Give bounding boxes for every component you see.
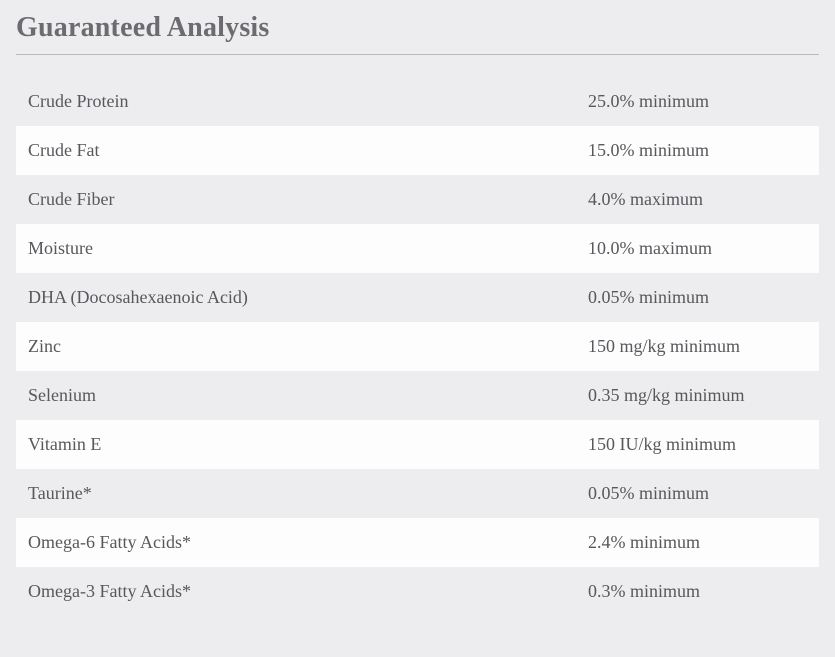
table-row: Omega-6 Fatty Acids*2.4% minimum: [16, 518, 819, 567]
nutrient-value: 0.05% minimum: [588, 287, 807, 308]
analysis-table: Crude Protein25.0% minimumCrude Fat15.0%…: [16, 77, 819, 616]
nutrient-name: Crude Fat: [28, 140, 588, 161]
nutrient-value: 0.05% minimum: [588, 483, 807, 504]
nutrient-value: 15.0% minimum: [588, 140, 807, 161]
nutrient-name: Omega-6 Fatty Acids*: [28, 532, 588, 553]
nutrient-value: 150 IU/kg minimum: [588, 434, 807, 455]
section-title: Guaranteed Analysis: [16, 12, 819, 55]
nutrient-name: Crude Protein: [28, 91, 588, 112]
nutrient-name: Taurine*: [28, 483, 588, 504]
nutrient-name: Selenium: [28, 385, 588, 406]
nutrient-value: 25.0% minimum: [588, 91, 807, 112]
table-row: Selenium0.35 mg/kg minimum: [16, 371, 819, 420]
nutrient-value: 4.0% maximum: [588, 189, 807, 210]
nutrient-value: 0.3% minimum: [588, 581, 807, 602]
nutrient-name: Omega-3 Fatty Acids*: [28, 581, 588, 602]
table-row: Moisture10.0% maximum: [16, 224, 819, 273]
nutrient-name: Moisture: [28, 238, 588, 259]
nutrient-value: 0.35 mg/kg minimum: [588, 385, 807, 406]
table-row: Omega-3 Fatty Acids*0.3% minimum: [16, 567, 819, 616]
nutrient-name: Crude Fiber: [28, 189, 588, 210]
nutrient-name: Vitamin E: [28, 434, 588, 455]
table-row: Crude Protein25.0% minimum: [16, 77, 819, 126]
table-row: Crude Fiber4.0% maximum: [16, 175, 819, 224]
table-row: Zinc150 mg/kg minimum: [16, 322, 819, 371]
table-row: DHA (Docosahexaenoic Acid)0.05% minimum: [16, 273, 819, 322]
table-row: Taurine*0.05% minimum: [16, 469, 819, 518]
nutrient-value: 10.0% maximum: [588, 238, 807, 259]
nutrient-value: 2.4% minimum: [588, 532, 807, 553]
nutrient-value: 150 mg/kg minimum: [588, 336, 807, 357]
table-row: Crude Fat15.0% minimum: [16, 126, 819, 175]
nutrient-name: DHA (Docosahexaenoic Acid): [28, 287, 588, 308]
table-row: Vitamin E150 IU/kg minimum: [16, 420, 819, 469]
nutrient-name: Zinc: [28, 336, 588, 357]
